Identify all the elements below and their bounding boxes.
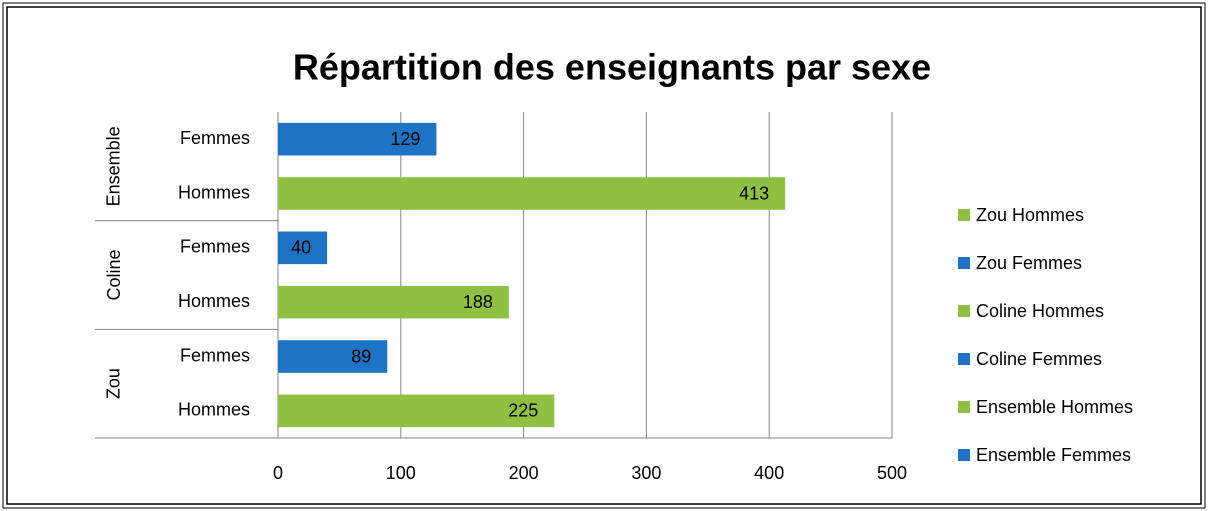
- bar: [278, 122, 437, 156]
- x-tick-label: 300: [631, 463, 661, 483]
- y-tick-label: Hommes: [178, 400, 250, 420]
- inner-border: [6, 6, 1202, 505]
- legend-label: Ensemble Femmes: [976, 445, 1131, 465]
- data-label: 129: [390, 129, 420, 149]
- group-label: Coline: [104, 249, 124, 300]
- legend-swatch: [958, 257, 970, 269]
- legend-label: Zou Hommes: [976, 205, 1084, 225]
- legend-swatch: [958, 449, 970, 461]
- bar: [278, 231, 328, 265]
- data-label: 40: [291, 238, 311, 258]
- chart-title: Répartition des enseignants par sexe: [293, 47, 931, 88]
- bar: [278, 177, 786, 210]
- group-label: Zou: [104, 368, 124, 399]
- bar: [278, 285, 509, 319]
- group-label: Ensemble: [104, 126, 124, 206]
- legend-swatch: [958, 353, 970, 365]
- x-tick-label: 200: [509, 463, 539, 483]
- legend-label: Ensemble Hommes: [976, 397, 1133, 417]
- data-label: 89: [351, 346, 371, 366]
- x-tick-label: 500: [877, 463, 907, 483]
- data-label: 225: [508, 401, 538, 421]
- y-tick-label: Femmes: [180, 128, 250, 148]
- legend-label: Coline Femmes: [976, 349, 1102, 369]
- y-tick-label: Hommes: [178, 182, 250, 202]
- legend-label: Coline Hommes: [976, 301, 1104, 321]
- x-tick-label: 100: [386, 463, 416, 483]
- legend-label: Zou Femmes: [976, 253, 1082, 273]
- data-label: 413: [739, 183, 769, 203]
- bar: [278, 394, 555, 428]
- data-label: 188: [463, 292, 493, 312]
- y-tick-label: Femmes: [180, 237, 250, 257]
- bar: [278, 340, 388, 373]
- x-tick-label: 0: [273, 463, 283, 483]
- legend-swatch: [958, 305, 970, 317]
- legend-swatch: [958, 401, 970, 413]
- y-tick-label: Femmes: [180, 345, 250, 365]
- legend-swatch: [958, 209, 970, 221]
- x-tick-label: 400: [754, 463, 784, 483]
- y-tick-label: Hommes: [178, 291, 250, 311]
